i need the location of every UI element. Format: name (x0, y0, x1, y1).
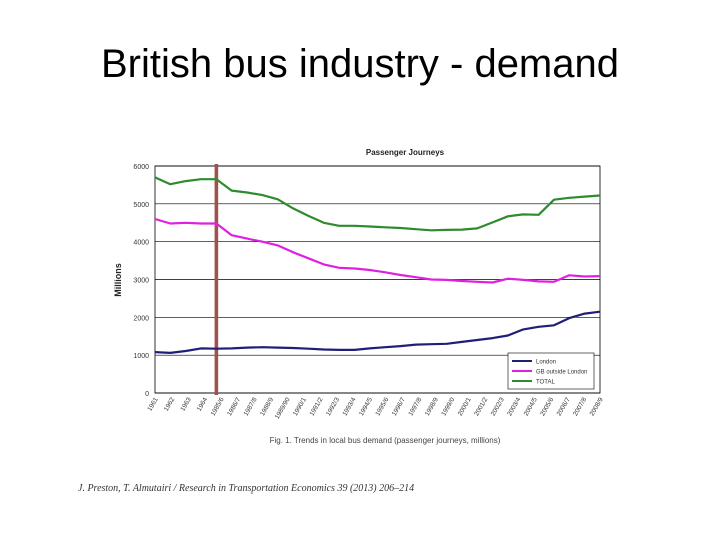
x-tick-label: 1985/6 (210, 396, 226, 417)
y-tick-label: 0 (145, 391, 149, 398)
highlight-marker-bar (214, 164, 219, 395)
x-tick-label: 1988/9 (259, 396, 275, 417)
y-tick-label: 3000 (133, 278, 149, 285)
x-tick-label: 2008/9 (589, 396, 605, 417)
series-line-london (154, 310, 601, 354)
x-tick-label: 1991/2 (309, 396, 325, 417)
x-tick-label: 2002/3 (490, 396, 506, 417)
chart-legend: London GB outside London TOTAL (507, 352, 595, 390)
legend-label: London (536, 360, 556, 366)
x-tick-label: 1992/3 (325, 396, 341, 417)
y-tick-label: 1000 (133, 353, 149, 360)
x-tick-label: 1990/1 (292, 396, 308, 417)
x-tick-label: 1999/0 (440, 396, 456, 417)
x-tick-label: 2004/5 (523, 396, 539, 417)
y-tick-label: 4000 (133, 240, 149, 247)
x-tick-label: 2007/8 (572, 396, 588, 417)
x-tick-label: 1993/4 (342, 396, 358, 417)
x-tick-label: 1962 (163, 396, 176, 412)
series-line-gb-outside-london (154, 217, 601, 284)
x-tick-label: 2006/7 (556, 396, 572, 417)
x-tick-label: 2000/1 (457, 396, 473, 417)
x-tick-label: 1997/8 (407, 396, 423, 417)
passenger-journeys-chart: Passenger Journeys Millions 0 1000 2000 300… (113, 148, 605, 445)
legend-label: GB outside London (536, 370, 587, 376)
y-tick-label: 6000 (133, 164, 149, 171)
figure-caption: Fig. 1. Trends in local bus demand (pass… (270, 436, 501, 445)
citation: J. Preston, T. Almutairi / Research in T… (78, 483, 415, 494)
x-tick-label: 1964 (196, 396, 209, 412)
y-axis-label: Millions (113, 263, 123, 297)
x-tick-label: 1963 (179, 396, 192, 412)
x-tick-label: 1998/9 (424, 396, 440, 417)
x-tick-label: 1987/8 (243, 396, 259, 417)
x-tick-label: 1989/90 (274, 396, 292, 420)
x-tick-label: 1961 (146, 396, 159, 412)
x-tick-label: 1996/7 (391, 396, 407, 417)
x-tick-label: 1986/7 (226, 396, 242, 417)
x-tick-label: 2005/6 (539, 396, 555, 417)
legend-label: TOTAL (536, 380, 555, 386)
series-line-total (154, 176, 601, 232)
x-tick-label: 1994/5 (358, 396, 374, 417)
chart-title: Passenger Journeys (366, 148, 445, 157)
x-tick-label: 2001/2 (473, 396, 489, 417)
x-tick-label: 1995/6 (374, 396, 390, 417)
x-tick-label: 2003/4 (506, 396, 522, 417)
y-tick-label: 5000 (133, 202, 149, 209)
slide-title: British bus industry - demand (100, 42, 619, 86)
y-tick-label: 2000 (133, 315, 149, 322)
